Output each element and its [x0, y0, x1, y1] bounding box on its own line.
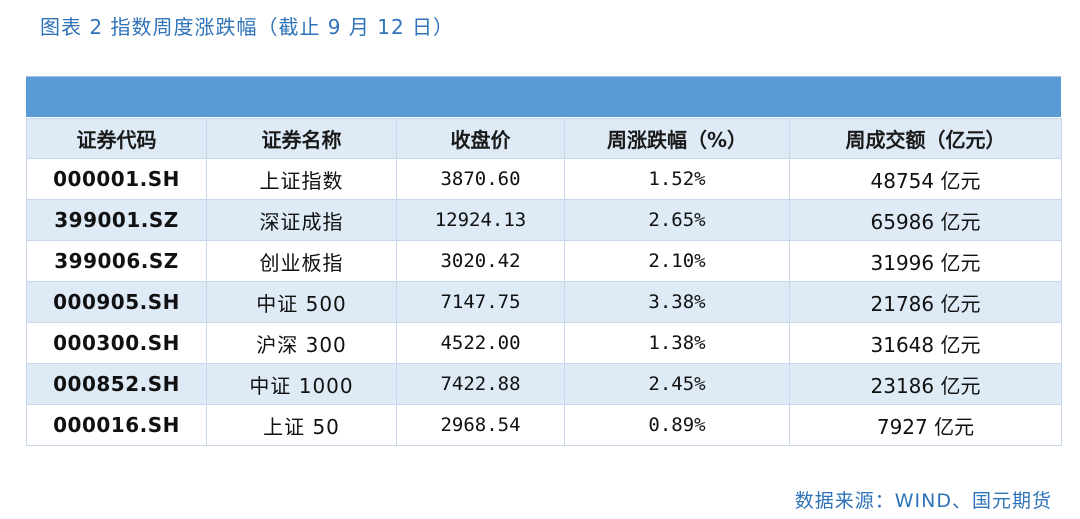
header-weekly-change: 周涨跌幅（%）	[564, 118, 790, 159]
table-row: 000300.SH 沪深 300 4522.00 1.38% 31648 亿元	[26, 322, 1062, 364]
table-row: 399006.SZ 创业板指 3020.42 2.10% 31996 亿元	[26, 240, 1062, 282]
weekly-turnover: 31996 亿元	[789, 240, 1062, 282]
close-price: 7147.75	[396, 281, 565, 323]
weekly-change: 1.38%	[564, 322, 790, 364]
security-code: 399006.SZ	[26, 240, 207, 282]
weekly-turnover: 65986 亿元	[789, 199, 1062, 241]
security-name: 上证 50	[206, 404, 397, 446]
security-name: 中证 500	[206, 281, 397, 323]
header-weekly-turnover: 周成交额（亿元）	[789, 118, 1062, 159]
security-name: 中证 1000	[206, 363, 397, 405]
weekly-turnover: 23186 亿元	[789, 363, 1062, 405]
security-name: 上证指数	[206, 158, 397, 200]
security-code: 399001.SZ	[26, 199, 207, 241]
weekly-change: 1.52%	[564, 158, 790, 200]
security-code: 000905.SH	[26, 281, 207, 323]
security-code: 000852.SH	[26, 363, 207, 405]
weekly-change: 2.10%	[564, 240, 790, 282]
figure-caption: 图表 2 指数周度涨跌幅（截止 9 月 12 日）	[40, 15, 455, 39]
close-price: 7422.88	[396, 363, 565, 405]
close-price: 4522.00	[396, 322, 565, 364]
weekly-change: 3.38%	[564, 281, 790, 323]
table-title-band	[26, 76, 1061, 118]
table-row: 399001.SZ 深证成指 12924.13 2.65% 65986 亿元	[26, 199, 1062, 241]
weekly-turnover: 48754 亿元	[789, 158, 1062, 200]
index-weekly-change-table: 证券代码 证券名称 收盘价 周涨跌幅（%） 周成交额（亿元） 000001.SH…	[26, 76, 1062, 446]
table-row: 000852.SH 中证 1000 7422.88 2.45% 23186 亿元	[26, 363, 1062, 405]
weekly-turnover: 31648 亿元	[789, 322, 1062, 364]
weekly-turnover: 21786 亿元	[789, 281, 1062, 323]
table-row: 000905.SH 中证 500 7147.75 3.38% 21786 亿元	[26, 281, 1062, 323]
security-name: 创业板指	[206, 240, 397, 282]
header-row: 证券代码 证券名称 收盘价 周涨跌幅（%） 周成交额（亿元）	[26, 118, 1062, 159]
data-table: 证券代码 证券名称 收盘价 周涨跌幅（%） 周成交额（亿元） 000001.SH…	[26, 118, 1062, 446]
table-row: 000001.SH 上证指数 3870.60 1.52% 48754 亿元	[26, 158, 1062, 200]
security-name: 沪深 300	[206, 322, 397, 364]
close-price: 12924.13	[396, 199, 565, 241]
header-code: 证券代码	[26, 118, 207, 159]
weekly-change: 2.45%	[564, 363, 790, 405]
weekly-turnover: 7927 亿元	[789, 404, 1062, 446]
table-row: 000016.SH 上证 50 2968.54 0.89% 7927 亿元	[26, 404, 1062, 446]
header-name: 证券名称	[206, 118, 397, 159]
weekly-change: 2.65%	[564, 199, 790, 241]
close-price: 3870.60	[396, 158, 565, 200]
security-code: 000016.SH	[26, 404, 207, 446]
close-price: 3020.42	[396, 240, 565, 282]
weekly-change: 0.89%	[564, 404, 790, 446]
data-source-note: 数据来源：WIND、国元期货	[794, 490, 1052, 512]
security-code: 000001.SH	[26, 158, 207, 200]
security-name: 深证成指	[206, 199, 397, 241]
header-close: 收盘价	[396, 118, 565, 159]
security-code: 000300.SH	[26, 322, 207, 364]
close-price: 2968.54	[396, 404, 565, 446]
